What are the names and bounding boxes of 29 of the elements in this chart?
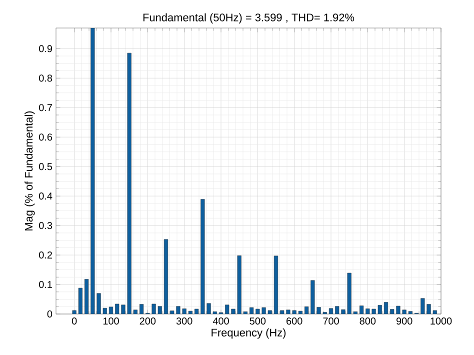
x-tick-label: 400 bbox=[212, 318, 229, 325]
y-tick-label: 0.1 bbox=[39, 280, 52, 288]
y-tick-label: 0.2 bbox=[39, 252, 52, 259]
x-tick-label: 900 bbox=[396, 318, 412, 325]
x-tick-label: 200 bbox=[140, 318, 156, 325]
y-tick-label: 0.5 bbox=[39, 163, 52, 170]
y-tick-label: 0 bbox=[47, 310, 52, 318]
y-tick-label: 0.8 bbox=[39, 74, 52, 82]
y-tick-label: 0.4 bbox=[39, 192, 52, 200]
x-tick-label: 1000 bbox=[430, 318, 452, 325]
x-tick-label: 0 bbox=[72, 318, 77, 325]
x-tick-label: 300 bbox=[176, 318, 192, 325]
y-tick-label: 0.6 bbox=[39, 134, 52, 141]
y-tick-label: 0.9 bbox=[39, 45, 52, 52]
chart-title: Fundamental (50Hz) = 3.599 , THD= 1.92% bbox=[143, 13, 354, 24]
bar bbox=[384, 302, 388, 314]
bar bbox=[108, 306, 114, 314]
bar bbox=[164, 239, 168, 314]
y-tick-label: 0.3 bbox=[39, 222, 52, 230]
bar bbox=[328, 308, 334, 314]
x-tick-label: 800 bbox=[360, 318, 376, 325]
bar bbox=[274, 256, 278, 314]
x-tick-label: 600 bbox=[286, 318, 302, 325]
x-tick-label: 500 bbox=[250, 318, 266, 325]
x-tick-label: 700 bbox=[323, 318, 339, 325]
x-tick-label: 100 bbox=[103, 318, 119, 325]
x-axis-title: Frequency (Hz) bbox=[212, 328, 286, 339]
y-axis-title: Mag (% of Fundamental) bbox=[24, 111, 35, 230]
y-tick-label: 0.7 bbox=[39, 104, 52, 112]
